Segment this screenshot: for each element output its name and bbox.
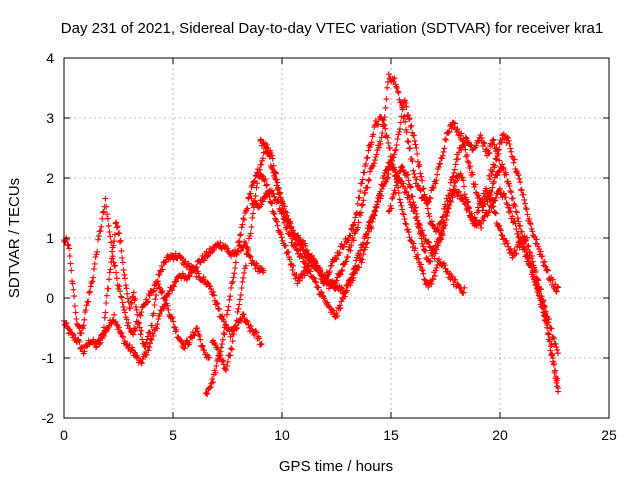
plus-markers: [385, 163, 561, 357]
y-tick-label: -2: [42, 410, 55, 426]
axis-ticks: 0 5 10 15 20 25 -2 -1 0 1 2 3 4: [42, 50, 617, 443]
plus-markers: [202, 114, 468, 397]
y-tick-label: 3: [46, 110, 54, 126]
series-trace-5: [209, 71, 503, 374]
x-tick-label: 15: [383, 427, 399, 443]
series-trace-8: [385, 163, 561, 357]
y-tick-label: 4: [46, 50, 54, 66]
x-tick-label: 5: [169, 427, 177, 443]
y-tick-label: 2: [46, 170, 54, 186]
y-tick-label: 0: [46, 290, 54, 306]
x-tick-label: 20: [492, 427, 508, 443]
data-points: [61, 71, 562, 397]
y-tick-label: 1: [46, 230, 54, 246]
plus-markers: [486, 131, 562, 295]
plus-markers: [257, 97, 562, 392]
x-tick-label: 0: [60, 427, 68, 443]
y-tick-label: -1: [42, 350, 55, 366]
x-tick-label: 10: [274, 427, 290, 443]
x-tick-label: 25: [601, 427, 617, 443]
y-axis-label: SDTVAR / TECUs: [6, 178, 23, 298]
x-axis-label: GPS time / hours: [279, 458, 393, 475]
plus-markers: [209, 71, 503, 374]
series-trace-9: [486, 131, 562, 295]
series-trace-4: [202, 114, 468, 397]
series-trace-7: [257, 97, 562, 392]
chart-title: Day 231 of 2021, Sidereal Day-to-day VTE…: [61, 20, 603, 37]
